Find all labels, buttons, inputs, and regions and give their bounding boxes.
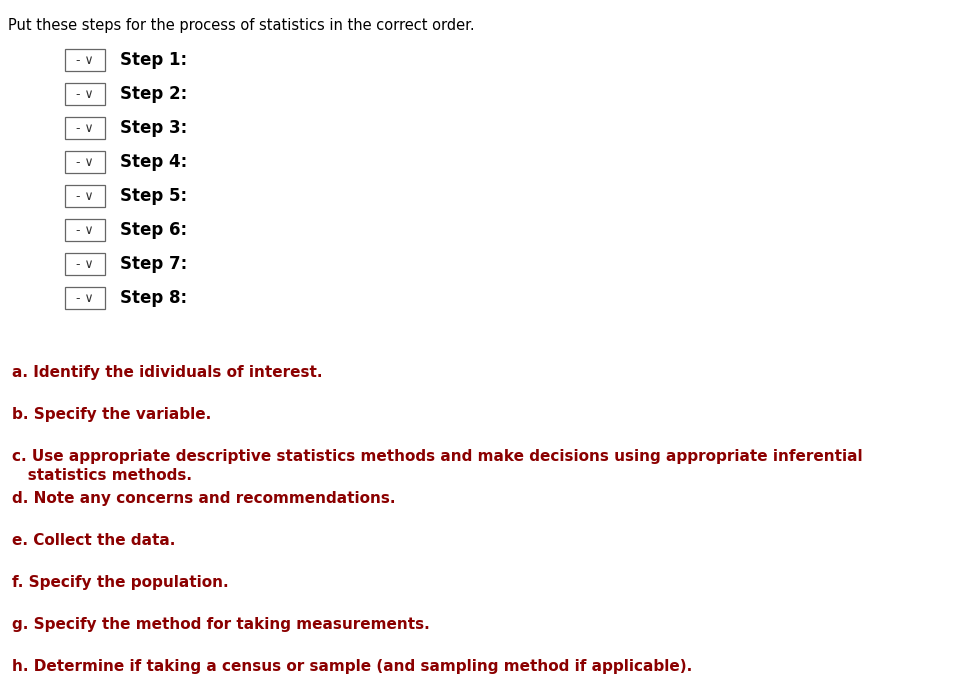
Text: - ∨: - ∨ bbox=[77, 87, 94, 100]
Text: Step 7:: Step 7: bbox=[120, 255, 188, 273]
FancyBboxPatch shape bbox=[65, 185, 105, 207]
Text: Step 4:: Step 4: bbox=[120, 153, 188, 171]
FancyBboxPatch shape bbox=[65, 117, 105, 139]
Text: Step 8:: Step 8: bbox=[120, 289, 188, 307]
Text: Step 2:: Step 2: bbox=[120, 85, 188, 103]
Text: Step 5:: Step 5: bbox=[120, 187, 188, 205]
Text: - ∨: - ∨ bbox=[77, 53, 94, 66]
Text: h. Determine if taking a census or sample (and sampling method if applicable).: h. Determine if taking a census or sampl… bbox=[12, 659, 692, 674]
Text: Step 1:: Step 1: bbox=[120, 51, 188, 69]
FancyBboxPatch shape bbox=[65, 49, 105, 71]
Text: Put these steps for the process of statistics in the correct order.: Put these steps for the process of stati… bbox=[8, 18, 475, 33]
Text: - ∨: - ∨ bbox=[77, 292, 94, 305]
Text: g. Specify the method for taking measurements.: g. Specify the method for taking measure… bbox=[12, 617, 430, 632]
Text: b. Specify the variable.: b. Specify the variable. bbox=[12, 407, 211, 422]
FancyBboxPatch shape bbox=[65, 83, 105, 105]
Text: e. Collect the data.: e. Collect the data. bbox=[12, 533, 175, 548]
FancyBboxPatch shape bbox=[65, 151, 105, 173]
Text: Step 3:: Step 3: bbox=[120, 119, 188, 137]
Text: c. Use appropriate descriptive statistics methods and make decisions using appro: c. Use appropriate descriptive statistic… bbox=[12, 449, 862, 483]
FancyBboxPatch shape bbox=[65, 287, 105, 309]
Text: - ∨: - ∨ bbox=[77, 257, 94, 271]
Text: d. Note any concerns and recommendations.: d. Note any concerns and recommendations… bbox=[12, 491, 395, 506]
Text: - ∨: - ∨ bbox=[77, 190, 94, 202]
Text: a. Identify the idividuals of interest.: a. Identify the idividuals of interest. bbox=[12, 365, 323, 380]
Text: - ∨: - ∨ bbox=[77, 223, 94, 236]
Text: - ∨: - ∨ bbox=[77, 121, 94, 135]
FancyBboxPatch shape bbox=[65, 219, 105, 241]
Text: - ∨: - ∨ bbox=[77, 156, 94, 169]
FancyBboxPatch shape bbox=[65, 253, 105, 275]
Text: Step 6:: Step 6: bbox=[120, 221, 188, 239]
Text: f. Specify the population.: f. Specify the population. bbox=[12, 575, 229, 590]
